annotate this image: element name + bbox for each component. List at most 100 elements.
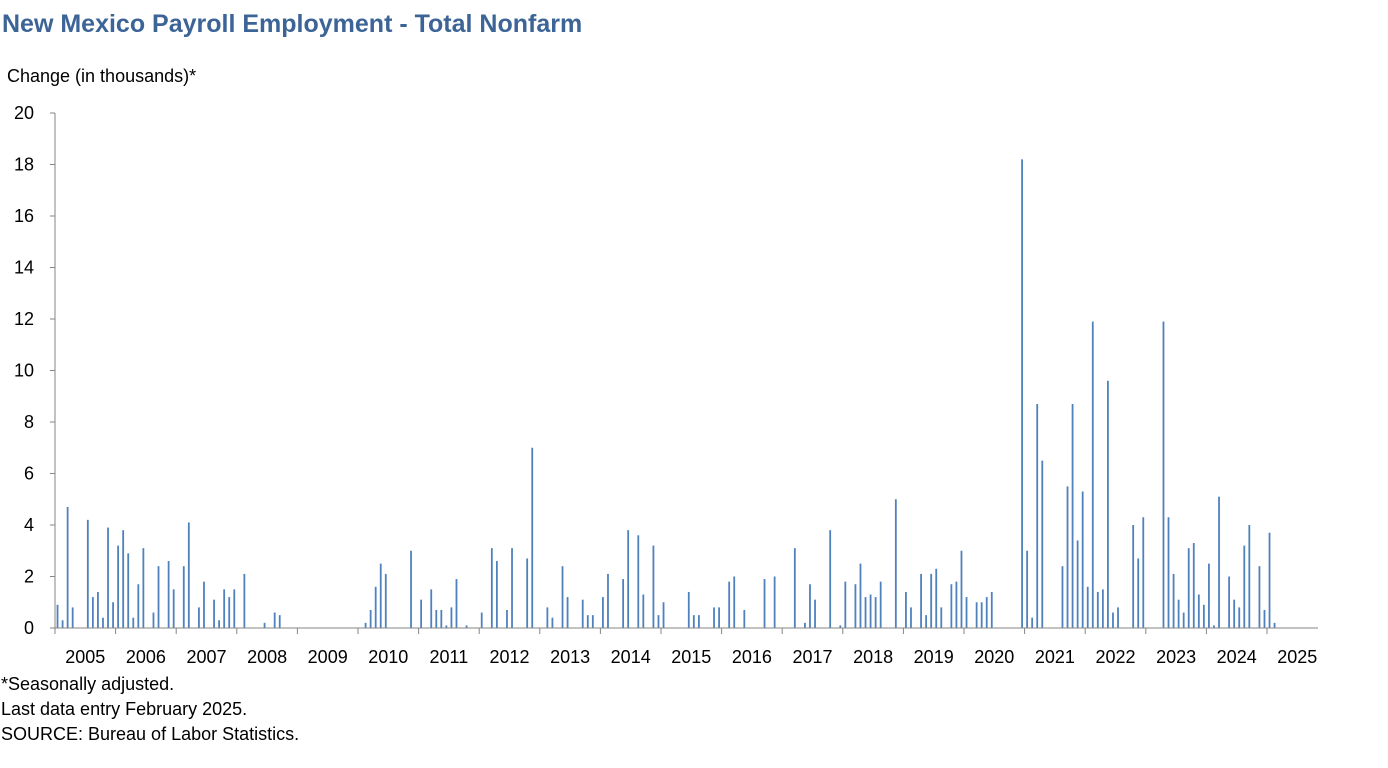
bar (869, 594, 872, 628)
bar (586, 615, 589, 629)
bar (1132, 525, 1135, 628)
x-tick-label: 2020 (974, 647, 1014, 667)
bar (364, 622, 367, 628)
y-tick-label: 4 (24, 515, 34, 535)
x-tick-label: 2013 (550, 647, 590, 667)
bars (56, 159, 1276, 629)
bar (1197, 594, 1200, 628)
y-tick-label: 2 (24, 567, 34, 587)
bar (546, 607, 549, 628)
x-tick-label: 2005 (65, 647, 105, 667)
bar (985, 597, 988, 628)
bar (1066, 486, 1069, 629)
bar (1218, 496, 1220, 628)
bar (97, 591, 99, 628)
bar (506, 609, 508, 628)
bar (102, 617, 104, 628)
bar (920, 573, 922, 628)
bar (526, 558, 529, 628)
bar (980, 602, 983, 628)
bar (233, 589, 236, 629)
bar (430, 589, 433, 629)
bar (1167, 517, 1170, 628)
bar (975, 602, 978, 628)
x-tick-label: 2007 (186, 647, 226, 667)
bar (652, 545, 655, 628)
bar (930, 573, 933, 628)
bar (137, 584, 140, 628)
y-axis-label: Change (in thousands)* (7, 66, 197, 86)
y-tick-label: 18 (14, 155, 34, 175)
x-tick-label: 2017 (792, 647, 832, 667)
bar (1137, 558, 1140, 628)
bar (223, 589, 226, 629)
bar (697, 615, 700, 629)
bar (551, 617, 554, 628)
bar (127, 553, 130, 628)
bar (1112, 612, 1114, 628)
bar (213, 599, 215, 628)
y-tick-label: 10 (14, 361, 34, 381)
bar (107, 527, 109, 628)
bar (490, 548, 493, 628)
bar (1041, 460, 1044, 629)
footnote-source: SOURCE: Bureau of Labor Statistics. (1, 724, 300, 744)
bar (495, 561, 498, 628)
bar (410, 550, 412, 628)
x-tick-label: 2011 (430, 647, 469, 667)
bar (243, 573, 246, 628)
bar (1228, 576, 1231, 628)
bar (763, 579, 766, 628)
bar (1071, 403, 1074, 628)
bar (814, 599, 816, 628)
bar (910, 607, 912, 628)
bar (637, 535, 640, 628)
bar (1273, 622, 1276, 628)
bar (591, 615, 594, 629)
bar (1021, 159, 1023, 628)
y-tick-labels: 0 2 4 6 8 10 12 14 16 18 20 (14, 103, 34, 638)
bar (1101, 589, 1104, 629)
bar (1233, 599, 1236, 628)
bar (1061, 566, 1064, 628)
bar (854, 584, 857, 628)
bar (955, 581, 958, 628)
footnote-seasonal: *Seasonally adjusted. (1, 674, 175, 694)
bar (804, 622, 806, 628)
y-tick-label: 0 (24, 618, 34, 638)
bar (829, 530, 832, 628)
bar (1248, 525, 1251, 628)
bar (793, 548, 796, 628)
bar (531, 447, 534, 628)
bar (1258, 566, 1261, 628)
bar (713, 607, 715, 628)
footnote-last-entry: Last data entry February 2025. (1, 699, 248, 719)
bar (66, 506, 69, 628)
bar (379, 563, 382, 629)
bar (874, 597, 877, 628)
bar (1091, 321, 1094, 628)
bar (228, 597, 231, 628)
bar (960, 550, 963, 628)
bar (1117, 607, 1119, 628)
bar (455, 579, 458, 628)
bar (662, 602, 665, 628)
bar (607, 573, 609, 628)
bar (1238, 607, 1241, 628)
bar (1202, 604, 1205, 628)
x-tick-label: 2023 (1156, 647, 1196, 667)
bar (1086, 586, 1089, 628)
x-tick-label: 2015 (671, 647, 711, 667)
bar (511, 548, 513, 628)
bar (894, 499, 897, 628)
bar (56, 604, 59, 628)
bar (1172, 573, 1175, 628)
bar (198, 607, 200, 628)
bar (728, 581, 731, 628)
bar (218, 620, 221, 628)
bar (773, 576, 776, 628)
bar (117, 545, 120, 628)
y-tick-label: 14 (14, 258, 34, 278)
y-tick-label: 20 (14, 103, 34, 123)
